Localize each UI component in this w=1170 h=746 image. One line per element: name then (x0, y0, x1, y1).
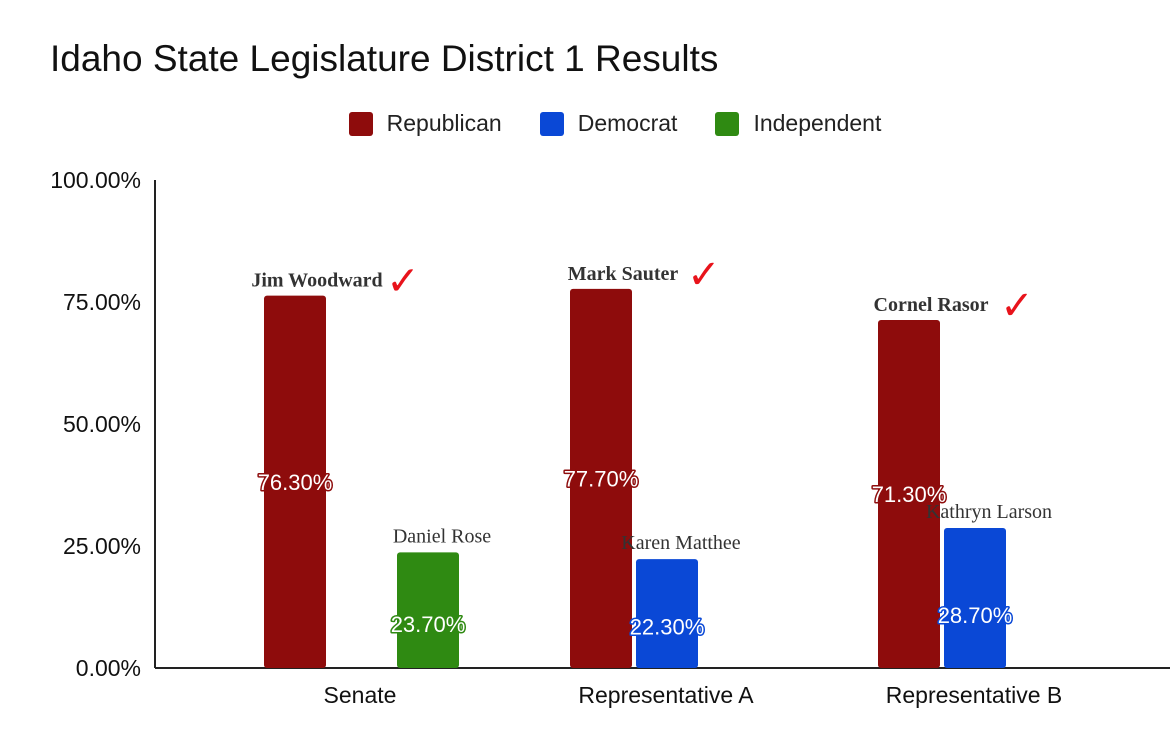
legend-swatch-democrat (539, 111, 564, 136)
legend-item-independent: Independent (715, 110, 881, 137)
x-tick-label: Senate (324, 682, 397, 708)
candidate-name: Karen Matthee (621, 532, 741, 554)
candidate-name: Cornel Rasor (874, 294, 989, 316)
y-tick-label: 50.00% (63, 411, 141, 437)
data-label: 22.30% (630, 615, 705, 640)
legend: Republican Democrat Independent (0, 110, 1170, 137)
legend-label-democrat: Democrat (577, 110, 678, 136)
bar-democrat (944, 527, 1006, 668)
bar-republican (878, 320, 940, 668)
candidate-name: Kathryn Larson (926, 501, 1052, 523)
candidate-name: Jim Woodward (251, 270, 382, 292)
bar-republican (264, 295, 326, 668)
y-tick-label: 25.00% (63, 533, 141, 559)
chart-title: Idaho State Legislature District 1 Resul… (50, 38, 719, 79)
data-label: 76.30% (258, 470, 333, 495)
data-label: 23.70% (391, 612, 466, 637)
winner-check-icon: ✓ (1000, 283, 1034, 329)
legend-label-republican: Republican (386, 110, 502, 136)
legend-swatch-republican (348, 111, 373, 136)
data-label: 28.70% (938, 603, 1013, 628)
winner-check-icon: ✓ (386, 259, 420, 305)
winner-check-icon: ✓ (687, 252, 721, 298)
candidate-name: Mark Sauter (568, 263, 679, 285)
y-tick-label: 75.00% (63, 289, 141, 315)
legend-swatch-independent (715, 111, 740, 136)
bar-independent (397, 552, 459, 668)
legend-item-democrat: Democrat (539, 110, 678, 137)
y-tick-label: 0.00% (76, 655, 141, 681)
legend-label-independent: Independent (753, 110, 882, 136)
candidate-name: Daniel Rose (393, 525, 491, 547)
y-tick-label: 100.00% (50, 167, 141, 193)
bar-republican (570, 288, 632, 668)
x-tick-label: Representative A (578, 682, 754, 708)
legend-item-republican: Republican (348, 110, 502, 137)
data-label: 77.70% (564, 466, 639, 491)
x-tick-label: Representative B (886, 682, 1062, 708)
bar-democrat (636, 559, 698, 668)
data-label: 71.30% (872, 482, 947, 507)
